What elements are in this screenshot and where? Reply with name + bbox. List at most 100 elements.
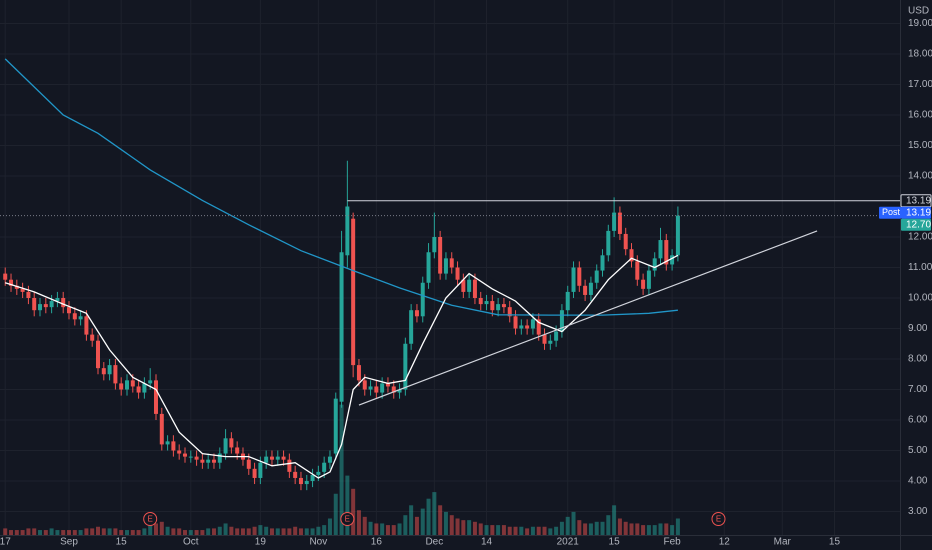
candle-body — [496, 304, 501, 311]
candle-body — [513, 316, 518, 329]
candle-body — [385, 383, 390, 387]
volume-bar — [171, 528, 176, 535]
earnings-marker — [711, 512, 726, 526]
post-name-tag — [879, 206, 901, 219]
volume-bar — [148, 525, 153, 535]
candle-body — [9, 279, 14, 286]
volume-bar — [513, 526, 518, 535]
volume-bar — [443, 511, 448, 535]
volume-bar — [606, 515, 611, 535]
candle-body — [635, 261, 640, 280]
volume-bar — [142, 528, 147, 535]
candle-body — [670, 255, 675, 265]
volume-bar — [629, 523, 634, 535]
candle-body — [658, 240, 663, 259]
volume-bar — [43, 530, 48, 535]
y-tick-label: 15.00 — [908, 140, 932, 151]
post-name: Post — [882, 207, 901, 217]
currency-label: USD — [908, 6, 929, 17]
volume-bar — [519, 526, 524, 535]
candle-body — [136, 386, 141, 393]
volume-bar — [426, 498, 431, 535]
candle-body — [38, 304, 43, 311]
candle-body — [211, 459, 216, 463]
x-tick-label: 12 — [719, 537, 731, 548]
candle-body — [90, 334, 95, 341]
candle-body — [461, 279, 466, 292]
candle-body — [3, 273, 8, 280]
volume-bar — [153, 523, 158, 535]
candle-body — [548, 340, 553, 344]
candle-body — [61, 298, 66, 308]
volume-bar — [525, 528, 530, 535]
candle-body — [455, 267, 460, 280]
volume-bar — [136, 530, 141, 535]
candle-body — [675, 215, 680, 256]
volume-bar — [484, 525, 489, 535]
volume-bar — [664, 523, 669, 535]
volume-bar — [9, 530, 14, 535]
volume-bar — [67, 530, 72, 535]
candle-body — [571, 267, 576, 292]
x-tick-label: Mar — [774, 537, 792, 548]
earnings-label: E — [716, 515, 721, 524]
volume-bar — [264, 526, 269, 535]
volume-bar — [235, 528, 240, 535]
volume-bar — [548, 528, 553, 535]
volume-bar — [571, 511, 576, 535]
volume-bar — [3, 528, 8, 535]
y-tick-label: 11.00 — [908, 262, 932, 273]
candle-body — [78, 316, 83, 320]
y-tick-label: 5.00 — [908, 445, 928, 456]
candle-body — [275, 456, 280, 460]
candle-body — [525, 325, 530, 329]
y-tick-label: 17.00 — [908, 79, 932, 90]
volume-bar — [159, 521, 164, 535]
grid — [0, 0, 900, 535]
volume-bar — [414, 516, 419, 535]
volume-bar — [304, 528, 309, 535]
volume-bar — [420, 508, 425, 535]
volume-bar — [32, 528, 37, 535]
candle-body — [258, 462, 263, 478]
x-tick-label: 15 — [116, 537, 128, 548]
volume-bar — [55, 530, 60, 535]
volume-bar — [287, 528, 292, 535]
volume-bar — [20, 530, 25, 535]
candle-body — [467, 279, 472, 292]
volume-bar — [182, 530, 187, 535]
last-price-tag-label: 12.70 — [906, 219, 931, 230]
volume-bar — [380, 523, 385, 535]
volume-bar — [322, 525, 327, 535]
volume-bar — [298, 528, 303, 535]
candle-body — [530, 319, 535, 329]
candle-body — [171, 441, 176, 451]
x-tick-label: 15 — [609, 537, 621, 548]
volume-bar — [351, 488, 356, 535]
candle-body — [119, 383, 124, 390]
candle-body — [246, 459, 251, 469]
candle-body — [472, 279, 477, 299]
volume-bar — [403, 515, 408, 535]
volume-bar — [339, 404, 344, 535]
candle-body — [177, 450, 182, 454]
candle-body — [339, 252, 344, 402]
candle-body — [629, 249, 634, 262]
candle-body — [20, 288, 25, 292]
candle-body — [559, 310, 564, 332]
volume-bar — [472, 521, 477, 535]
volume-bar — [223, 523, 228, 535]
volume-bar — [293, 526, 298, 535]
last-price-tag — [901, 218, 931, 231]
volume-bar — [90, 528, 95, 535]
volume-bar — [432, 492, 437, 535]
candle-body — [641, 279, 646, 289]
candle-body — [165, 441, 170, 445]
volume-bar — [84, 528, 89, 535]
candle-body — [223, 438, 228, 454]
volume-bar — [96, 526, 101, 535]
candle-body — [594, 270, 599, 283]
candle-body — [107, 365, 112, 375]
x-tick-label: 15 — [829, 537, 841, 548]
